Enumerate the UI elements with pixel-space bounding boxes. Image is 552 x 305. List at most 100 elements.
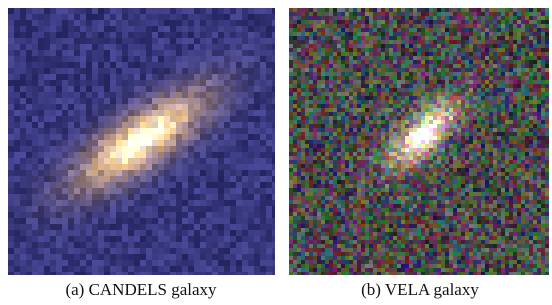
pixel: [505, 16, 509, 20]
pixel: [254, 56, 260, 62]
vela-image: [289, 8, 549, 275]
pixel: [26, 176, 32, 182]
pixel: [473, 132, 477, 136]
pixel: [152, 212, 158, 218]
pixel: [260, 92, 266, 98]
pixel: [266, 182, 272, 188]
pixel: [206, 194, 212, 200]
pixel: [441, 132, 445, 136]
pixel: [254, 272, 260, 275]
pixel: [501, 148, 505, 152]
pixel: [230, 212, 236, 218]
pixel: [457, 52, 461, 56]
pixel: [224, 20, 230, 26]
pixel: [337, 92, 341, 96]
pixel: [513, 132, 517, 136]
pixel: [529, 180, 533, 184]
pixel: [445, 96, 449, 100]
pixel: [92, 242, 98, 248]
pixel: [369, 184, 373, 188]
pixel: [317, 24, 321, 28]
pixel: [236, 38, 242, 44]
pixel: [152, 200, 158, 206]
pixel: [533, 152, 537, 156]
pixel: [429, 48, 433, 52]
pixel: [369, 128, 373, 132]
pixel: [473, 120, 477, 124]
pixel: [349, 60, 353, 64]
pixel: [182, 38, 188, 44]
pixel: [537, 48, 541, 52]
pixel: [297, 152, 301, 156]
pixel: [212, 44, 218, 50]
pixel: [353, 96, 357, 100]
pixel: [260, 8, 266, 14]
pixel: [313, 84, 317, 88]
pixel: [497, 48, 501, 52]
pixel: [345, 56, 349, 60]
pixel: [377, 100, 381, 104]
pixel: [417, 44, 421, 48]
pixel: [146, 140, 152, 146]
pixel: [104, 260, 110, 266]
pixel: [8, 200, 14, 206]
pixel: [469, 40, 473, 44]
pixel: [260, 176, 266, 182]
pixel: [521, 24, 525, 28]
pixel: [74, 50, 80, 56]
pixel: [333, 136, 337, 140]
pixel: [429, 156, 433, 160]
pixel: [353, 164, 357, 168]
pixel: [188, 134, 194, 140]
pixel: [517, 172, 521, 176]
pixel: [545, 128, 549, 132]
pixel: [272, 134, 275, 140]
pixel: [116, 26, 122, 32]
pixel: [333, 140, 337, 144]
pixel: [505, 132, 509, 136]
pixel: [56, 266, 62, 272]
pixel: [393, 128, 397, 132]
pixel: [38, 218, 44, 224]
pixel: [353, 76, 357, 80]
pixel: [164, 74, 170, 80]
pixel: [521, 56, 525, 60]
pixel: [200, 128, 206, 134]
pixel: [485, 104, 489, 108]
pixel: [98, 230, 104, 236]
pixel: [313, 8, 317, 12]
pixel: [80, 170, 86, 176]
pixel: [206, 206, 212, 212]
pixel: [401, 24, 405, 28]
pixel: [293, 24, 297, 28]
pixel: [473, 152, 477, 156]
pixel: [194, 122, 200, 128]
pixel: [218, 140, 224, 146]
pixel: [509, 92, 513, 96]
pixel: [80, 128, 86, 134]
pixel: [158, 248, 164, 254]
pixel: [86, 212, 92, 218]
pixel: [449, 128, 453, 132]
pixel: [194, 224, 200, 230]
pixel: [485, 160, 489, 164]
pixel: [321, 40, 325, 44]
pixel: [437, 68, 441, 72]
pixel: [26, 116, 32, 122]
pixel: [405, 8, 409, 12]
pixel: [170, 182, 176, 188]
pixel: [461, 96, 465, 100]
pixel: [365, 128, 369, 132]
pixel: [293, 128, 297, 132]
pixel: [14, 62, 20, 68]
pixel: [337, 72, 341, 76]
pixel: [272, 80, 275, 86]
pixel: [481, 80, 485, 84]
pixel: [541, 48, 545, 52]
pixel: [14, 80, 20, 86]
pixel: [313, 12, 317, 16]
pixel: [50, 158, 56, 164]
pixel: [513, 44, 517, 48]
pixel: [146, 20, 152, 26]
pixel: [397, 116, 401, 120]
